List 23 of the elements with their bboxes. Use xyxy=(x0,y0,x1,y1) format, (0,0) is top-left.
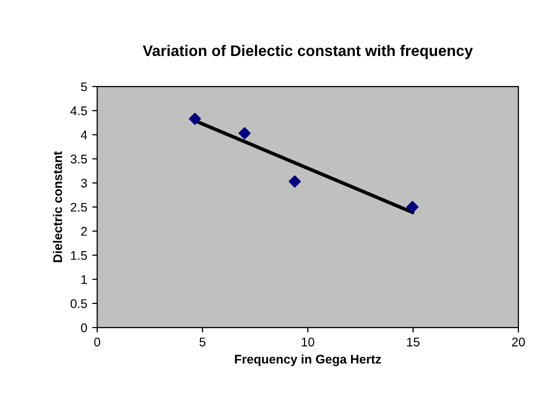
x-tick-label: 0 xyxy=(94,338,100,346)
x-axis-title: Frequency in Gega Hertz xyxy=(235,354,381,366)
y-tick-label: 3 xyxy=(81,178,87,188)
point xyxy=(238,127,251,140)
y-tick-label: 5 xyxy=(81,82,87,92)
y-tick-label: 0 xyxy=(81,323,87,332)
y-tick-label: 1.5 xyxy=(71,251,87,260)
x-tick-label: 15 xyxy=(407,338,420,346)
y-tick-label: 3.5 xyxy=(70,154,87,164)
y-tick-label: 1 xyxy=(81,275,87,284)
y-tick-label: 2.5 xyxy=(70,202,87,212)
y-axis-title: Dielectric constant xyxy=(52,151,62,262)
y-tick-label: 2 xyxy=(81,226,87,236)
x-tick-label: 5 xyxy=(200,338,206,346)
y-tick-label: 0.5 xyxy=(70,299,87,308)
point xyxy=(188,112,201,125)
x-tick-label: 10 xyxy=(302,338,314,346)
point xyxy=(288,175,301,188)
x-tick-label: 20 xyxy=(512,338,525,346)
y-tick-label: 4 xyxy=(80,130,88,140)
chart-title: Variation of Dielectic constant with frequency xyxy=(142,44,473,60)
y-tick-label: 4.5 xyxy=(70,106,87,116)
point xyxy=(406,200,419,214)
